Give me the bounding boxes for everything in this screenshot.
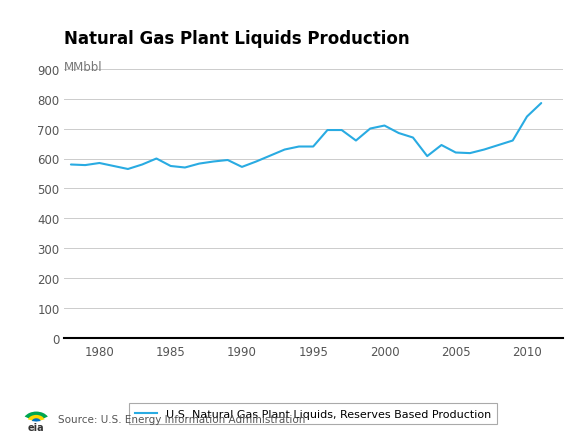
Wedge shape — [28, 415, 45, 421]
Wedge shape — [24, 411, 48, 419]
Text: MMbbl: MMbbl — [64, 61, 103, 74]
Wedge shape — [32, 418, 41, 422]
Text: Source: U.S. Energy Information Administration: Source: U.S. Energy Information Administ… — [58, 414, 306, 424]
Text: eia: eia — [28, 422, 45, 432]
Text: Natural Gas Plant Liquids Production: Natural Gas Plant Liquids Production — [64, 30, 409, 48]
Legend: U.S. Natural Gas Plant Liquids, Reserves Based Production: U.S. Natural Gas Plant Liquids, Reserves… — [129, 403, 497, 424]
